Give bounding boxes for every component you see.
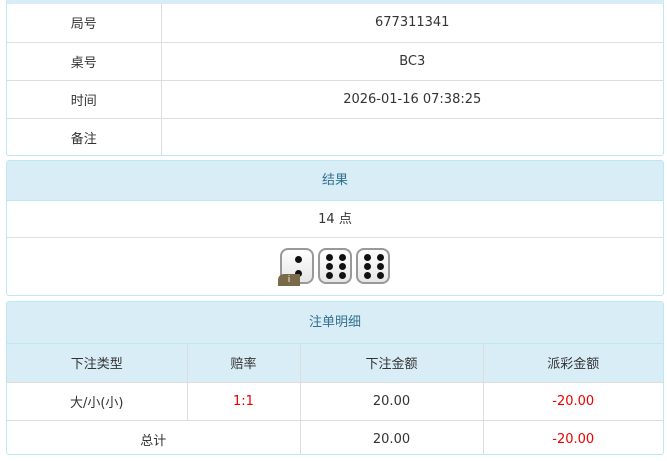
table-number: BC3: [160, 41, 663, 81]
total-label: 总计: [7, 419, 301, 454]
die-pip: [326, 254, 333, 261]
result-title: 结果: [7, 161, 663, 201]
die-pip: [326, 272, 333, 279]
bet-header-row: 下注类型 赔率 下注金额 派彩金额: [7, 344, 663, 383]
total-row: 总计 20.00 -20.00: [7, 419, 663, 454]
die-pip: [339, 263, 346, 270]
die-pip: [339, 254, 346, 261]
dice-row: i: [7, 238, 663, 294]
die-pip: [364, 263, 371, 270]
die-pip: [295, 270, 302, 277]
die-pip: [326, 263, 333, 270]
info-row-remark: 备注: [7, 117, 663, 155]
remark-value: [160, 117, 663, 155]
bet-details-panel: 注单明细 下注类型 赔率 下注金额 派彩金额 大/小(小) 1:1 20.00 …: [6, 301, 664, 455]
bet-type: 大/小(小): [7, 381, 188, 421]
label: 局号: [7, 4, 162, 43]
result-panel: 结果 14 点 i: [6, 160, 664, 296]
die-pip: [364, 272, 371, 279]
col-odds: 赔率: [186, 344, 301, 383]
die-6: [356, 248, 390, 284]
die-pip: [339, 272, 346, 279]
bet-amount: 20.00: [299, 381, 484, 421]
table-row: 大/小(小) 1:1 20.00 -20.00: [7, 381, 663, 421]
time-value: 2026-01-16 07:38:25: [160, 79, 663, 119]
info-row-table: 桌号 BC3: [7, 41, 663, 81]
round-info-panel: 局号 677311341 桌号 BC3 时间 2026-01-16 07:38:25 …: [6, 0, 664, 156]
total-amount: 20.00: [299, 419, 484, 454]
info-row-time: 时间 2026-01-16 07:38:25: [7, 79, 663, 119]
result-points: 14 点: [7, 201, 663, 238]
round-number: 677311341: [160, 4, 663, 43]
info-badge-icon[interactable]: i: [278, 274, 300, 286]
die-pip: [295, 256, 302, 263]
total-payout: -20.00: [482, 419, 663, 454]
die-pip: [377, 263, 384, 270]
die-2: i: [278, 248, 314, 286]
die-pip: [364, 254, 371, 261]
die-pip: [377, 254, 384, 261]
label: 桌号: [7, 41, 162, 81]
bet-details-title: 注单明细: [7, 302, 663, 344]
col-bet-amount: 下注金额: [299, 344, 484, 383]
payout: -20.00: [482, 381, 663, 421]
label: 时间: [7, 79, 162, 119]
col-bet-type: 下注类型: [7, 344, 188, 383]
die-pip: [377, 272, 384, 279]
die-6: [318, 248, 352, 284]
info-row-round: 局号 677311341: [7, 4, 663, 43]
odds: 1:1: [186, 381, 301, 421]
col-payout: 派彩金额: [482, 344, 663, 383]
label: 备注: [7, 117, 162, 155]
